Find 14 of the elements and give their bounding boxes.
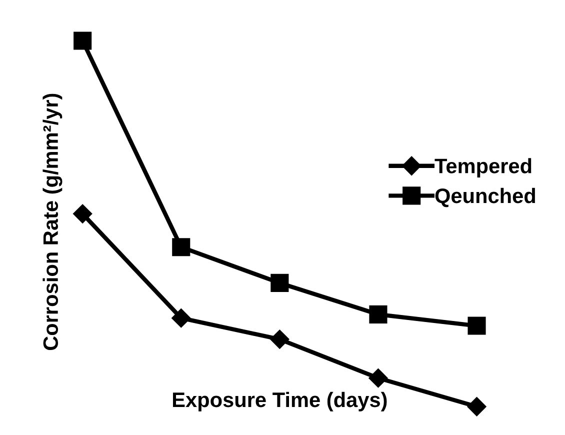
point bbox=[172, 308, 191, 328]
point bbox=[467, 397, 486, 416]
x-axis-title: Exposure Time (days) bbox=[173, 392, 387, 412]
y-axis-title: Corrosion Rate (g/mm²/yr) bbox=[42, 94, 62, 350]
legend-label: Qeunched bbox=[435, 188, 535, 208]
point bbox=[73, 204, 92, 224]
point bbox=[369, 305, 388, 324]
point bbox=[270, 274, 289, 292]
point bbox=[468, 316, 486, 335]
point bbox=[270, 330, 290, 349]
point bbox=[172, 238, 190, 256]
point bbox=[74, 32, 92, 50]
point bbox=[368, 368, 388, 388]
legend-label: Tempered bbox=[434, 158, 532, 178]
